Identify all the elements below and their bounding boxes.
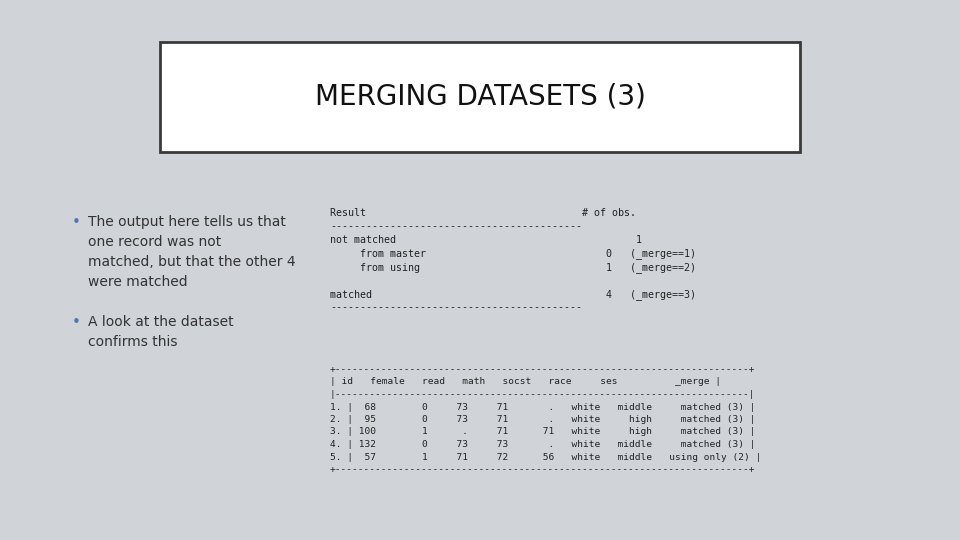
- Text: |------------------------------------------------------------------------|: |---------------------------------------…: [330, 390, 756, 399]
- Text: 2. |  95        0     73     71       .   white     high     matched (3) |: 2. | 95 0 73 71 . white high matched (3)…: [330, 415, 756, 424]
- Text: 1. |  68        0     73     71       .   white   middle     matched (3) |: 1. | 68 0 73 71 . white middle matched (…: [330, 402, 756, 411]
- Text: ------------------------------------------: ----------------------------------------…: [330, 221, 582, 232]
- FancyBboxPatch shape: [160, 42, 800, 152]
- Text: A look at the dataset
confirms this: A look at the dataset confirms this: [88, 315, 233, 349]
- Text: Result                                    # of obs.: Result # of obs.: [330, 208, 636, 218]
- Text: from using                               1   (_merge==2): from using 1 (_merge==2): [330, 262, 696, 273]
- Text: | id   female   read   math   socst   race     ses          _merge |: | id female read math socst race ses _me…: [330, 377, 721, 387]
- Text: MERGING DATASETS (3): MERGING DATASETS (3): [315, 83, 645, 111]
- Text: matched                                       4   (_merge==3): matched 4 (_merge==3): [330, 289, 696, 300]
- Text: •: •: [72, 315, 81, 330]
- Text: The output here tells us that
one record was not
matched, but that the other 4
w: The output here tells us that one record…: [88, 215, 296, 289]
- Text: not matched                                        1: not matched 1: [330, 235, 642, 245]
- Text: •: •: [72, 215, 81, 230]
- Text: 4. | 132        0     73     73       .   white   middle     matched (3) |: 4. | 132 0 73 73 . white middle matched …: [330, 440, 756, 449]
- Text: 5. |  57        1     71     72      56   white   middle   using only (2) |: 5. | 57 1 71 72 56 white middle using on…: [330, 453, 761, 462]
- Text: from master                              0   (_merge==1): from master 0 (_merge==1): [330, 248, 696, 259]
- Text: ------------------------------------------: ----------------------------------------…: [330, 302, 582, 313]
- Text: 3. | 100        1      .     71      71   white     high     matched (3) |: 3. | 100 1 . 71 71 white high matched (3…: [330, 428, 756, 436]
- Text: +------------------------------------------------------------------------+: +---------------------------------------…: [330, 465, 756, 474]
- Text: +------------------------------------------------------------------------+: +---------------------------------------…: [330, 365, 756, 374]
